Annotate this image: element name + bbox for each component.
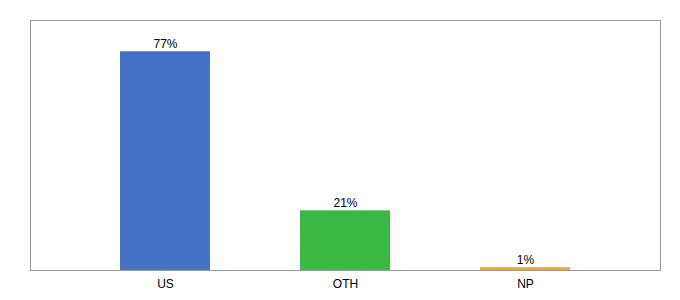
svg-text:21%: 21% bbox=[333, 196, 357, 210]
svg-text:1%: 1% bbox=[517, 252, 535, 266]
svg-text:NP: NP bbox=[517, 277, 534, 291]
svg-text:77%: 77% bbox=[153, 37, 177, 51]
svg-text:US: US bbox=[157, 277, 174, 291]
svg-text:OTH: OTH bbox=[333, 277, 358, 291]
